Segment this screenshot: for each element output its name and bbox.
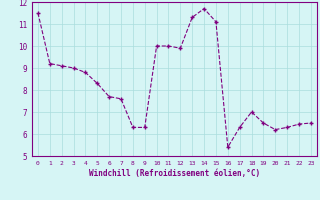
X-axis label: Windchill (Refroidissement éolien,°C): Windchill (Refroidissement éolien,°C) xyxy=(89,169,260,178)
